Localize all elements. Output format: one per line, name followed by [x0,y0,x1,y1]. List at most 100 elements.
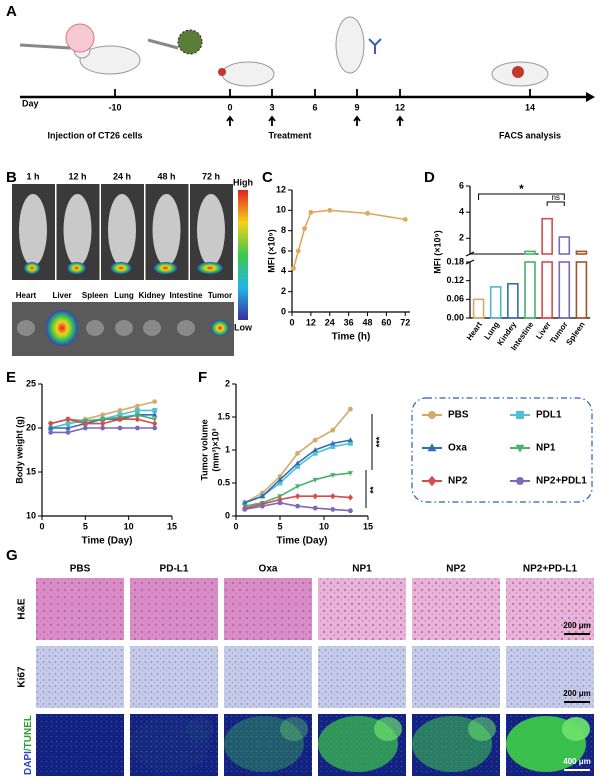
x-tick-label: 5 [277,521,282,531]
legend-label: NP2 [448,476,468,487]
y-tick-label: 4 [281,266,286,276]
point [294,493,301,500]
point [100,425,106,431]
y-tick-label: 0 [281,306,286,316]
bar [507,282,519,319]
y-axis-label: Body weight (g) [14,416,24,484]
bracket [365,414,373,508]
x-tick-label: Heart [465,320,484,342]
panel-label: C [262,169,273,186]
point [152,425,158,431]
y-axis-label: MFI (×10⁹) [432,230,442,274]
point [348,406,353,412]
axis [291,190,410,313]
micrograph [412,578,500,640]
y-tick-label: 4 [459,207,464,217]
tunel-signal [186,717,214,741]
point [312,493,318,500]
point [82,425,88,431]
organ-label: Lung [114,291,134,300]
point [259,503,266,509]
organ [143,320,161,336]
y-tick-label: 2 [459,233,464,243]
micrograph [224,578,312,640]
organ-label: Liver [52,291,71,300]
point [291,265,296,271]
point [295,464,300,469]
point [330,507,336,512]
organ [211,320,229,336]
bar [575,250,588,255]
y-axis-label: MFI (×10⁹) [266,229,276,273]
tunel-signal [130,716,210,772]
point [100,412,106,418]
panel-label: B [6,169,17,186]
micrograph [130,714,218,776]
point [134,425,140,431]
x-tick-label: 48 [363,317,373,327]
row-label: Ki67 [17,666,28,688]
point [134,408,140,413]
x-tick-label: 10 [319,521,329,531]
point [65,416,71,423]
mouse [108,194,136,266]
point [295,248,301,254]
panel-label: F [198,369,207,386]
micrograph [412,646,500,708]
mouse [197,194,225,266]
legend-marker [516,411,524,419]
point [347,508,354,514]
micrograph [130,646,218,708]
day-label: 12 [395,102,405,112]
mouse [63,194,92,266]
point [312,477,318,483]
y-tick-label: 15 [26,466,36,476]
micrograph [36,714,124,776]
point [330,440,336,446]
x-axis-label: Time (Day) [82,536,133,547]
time-label: 72 h [202,171,220,181]
panel-label: A [6,3,17,20]
point [330,473,336,478]
point [134,412,140,418]
day-label: 0 [227,102,232,112]
legend-label: PBS [448,410,469,421]
micrograph [506,578,594,640]
point [277,500,283,506]
point [294,484,301,490]
y-tick-label: 2 [281,286,286,296]
y-tick-label: 0 [225,510,230,520]
x-axis-label: Time (Day) [277,536,328,547]
y-tick-label: 8 [281,225,286,235]
legend-marker [515,477,525,485]
time-label: 12 h [68,171,86,181]
x-tick-label: 15 [363,521,373,531]
tunel-signal [280,717,308,741]
bracket [478,193,565,206]
day-label: 6 [312,102,317,112]
point [308,209,314,215]
point [327,207,333,213]
column-label: NP2 [446,564,466,575]
x-tick-label: 24 [325,317,335,327]
series-line [292,209,406,269]
organ [115,320,133,336]
row-label: DAPI/TUNEL [23,715,34,775]
bar [489,286,502,319]
x-tick-label: 0 [39,521,44,531]
axis-label: Day [22,98,39,108]
organ [86,320,104,336]
point [312,447,318,452]
bar [524,261,536,319]
day-label: -10 [108,102,121,112]
point [294,503,301,509]
point [117,408,123,413]
y-tick-label: 6 [281,245,286,255]
micrograph [36,578,124,640]
bar [472,298,485,319]
point [65,421,71,426]
legend-marker [428,411,436,419]
x-tick-label: 72 [400,317,410,327]
point [330,444,336,450]
